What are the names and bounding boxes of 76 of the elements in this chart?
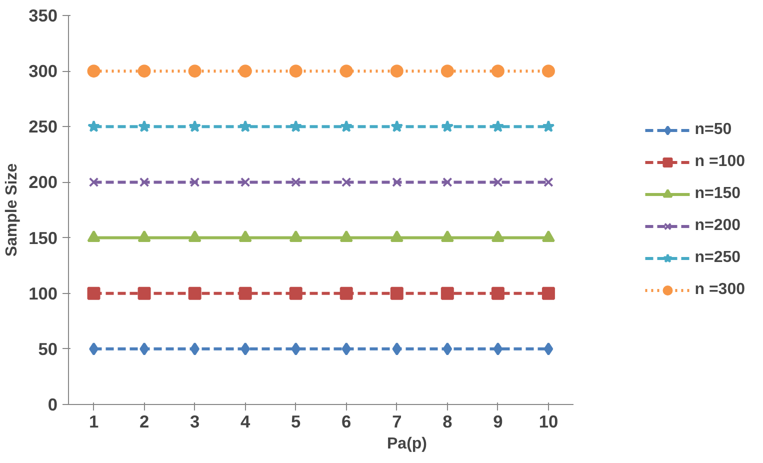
y-tick-label: 350 bbox=[28, 6, 58, 26]
point bbox=[492, 120, 504, 132]
y-tick-label: 150 bbox=[28, 228, 58, 248]
y-tick-label: 200 bbox=[28, 172, 58, 192]
point bbox=[138, 120, 151, 132]
point bbox=[341, 177, 352, 188]
point bbox=[491, 64, 504, 78]
point bbox=[342, 342, 352, 356]
point bbox=[392, 177, 402, 188]
legend-label: n=250 bbox=[694, 248, 741, 266]
y-tick-label: 0 bbox=[48, 394, 58, 414]
point bbox=[89, 342, 98, 356]
point bbox=[240, 177, 250, 188]
x-tick-label: 8 bbox=[442, 412, 453, 432]
point bbox=[493, 177, 503, 188]
point bbox=[390, 120, 404, 132]
point bbox=[442, 342, 452, 356]
point bbox=[544, 342, 554, 356]
point bbox=[544, 177, 554, 188]
point bbox=[188, 64, 202, 78]
point bbox=[87, 286, 100, 300]
point bbox=[188, 286, 202, 300]
point bbox=[289, 286, 302, 300]
x-tick-label: 1 bbox=[88, 412, 99, 432]
x-axis-title: Pa(p) bbox=[387, 436, 427, 452]
point bbox=[140, 342, 149, 356]
point bbox=[390, 64, 404, 78]
point bbox=[87, 64, 100, 78]
point bbox=[440, 64, 454, 78]
x-tick-label: 9 bbox=[493, 412, 503, 432]
point bbox=[440, 286, 454, 300]
point bbox=[289, 64, 302, 78]
point bbox=[340, 64, 353, 78]
legend-label: n =300 bbox=[694, 280, 745, 298]
legend-label: n=200 bbox=[694, 216, 741, 234]
y-tick-label: 50 bbox=[38, 338, 58, 359]
point bbox=[542, 120, 555, 132]
point bbox=[188, 120, 202, 132]
point bbox=[190, 177, 200, 188]
point bbox=[291, 342, 301, 356]
point bbox=[138, 64, 151, 78]
x-tick-label: 10 bbox=[538, 412, 558, 432]
point bbox=[238, 286, 252, 300]
point bbox=[290, 177, 301, 188]
point bbox=[238, 64, 252, 78]
x-tick-label: 4 bbox=[240, 412, 251, 432]
y-tick-label: 250 bbox=[28, 116, 58, 137]
y-tick-label: 100 bbox=[28, 283, 58, 304]
legend-label: n=50 bbox=[694, 120, 732, 138]
point bbox=[88, 177, 99, 188]
x-tick-label: 7 bbox=[392, 412, 402, 432]
point bbox=[190, 342, 200, 356]
point bbox=[493, 342, 503, 356]
x-tick-label: 6 bbox=[342, 412, 352, 432]
point bbox=[491, 286, 504, 300]
point bbox=[392, 342, 402, 356]
point bbox=[290, 120, 302, 132]
x-tick-label: 2 bbox=[139, 412, 150, 432]
point bbox=[240, 342, 250, 356]
point bbox=[88, 120, 100, 132]
point bbox=[542, 286, 555, 300]
point bbox=[138, 286, 151, 300]
point bbox=[542, 64, 555, 78]
y-axis-title: Sample Size bbox=[4, 163, 21, 257]
legend-label: n=150 bbox=[694, 184, 741, 202]
legend-label: n =100 bbox=[694, 152, 745, 170]
point bbox=[340, 120, 353, 132]
point bbox=[239, 120, 252, 132]
point bbox=[441, 120, 454, 132]
x-tick-label: 3 bbox=[190, 412, 200, 432]
point bbox=[442, 177, 452, 188]
y-tick-label: 300 bbox=[28, 61, 58, 82]
point bbox=[340, 286, 353, 300]
x-tick-label: 5 bbox=[291, 412, 302, 432]
point bbox=[139, 177, 150, 188]
point bbox=[390, 286, 404, 300]
